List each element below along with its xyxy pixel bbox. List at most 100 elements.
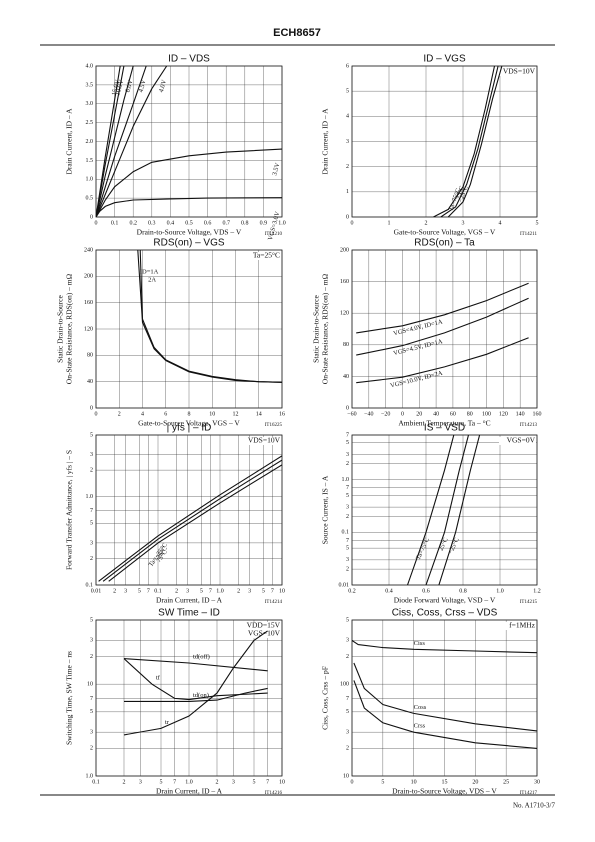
curve-label: 2A: [148, 276, 156, 283]
x-tick-label: 160: [533, 411, 542, 417]
x-tick-label: 2: [425, 220, 428, 226]
x-axis-label: Drain-to-Source Voltage, VDS – V: [137, 228, 242, 237]
y-tick-label: 5: [346, 709, 349, 715]
y-tick-label: 3.5: [86, 82, 94, 88]
x-tick-label: 1.0: [216, 588, 224, 594]
x-tick-label: 0.1: [92, 779, 100, 785]
x-tick-label: 0.1: [154, 588, 162, 594]
x-tick-label: 0: [401, 411, 404, 417]
y-tick-label: 80: [343, 342, 349, 348]
y-tick-label: 7: [346, 538, 349, 544]
x-tick-label: 20: [472, 779, 478, 785]
y-tick-label: 2: [346, 746, 349, 752]
y-tick-label: 3: [346, 139, 349, 145]
y-tick-label: 7: [346, 432, 349, 438]
curve: [425, 435, 470, 585]
x-tick-label: 0.1: [111, 220, 119, 226]
x-axis-label: Diode Forward Voltage, VSD – V: [394, 596, 496, 605]
curve: [353, 662, 537, 732]
x-tick-label: 3: [248, 588, 251, 594]
x-tick-label: 1.0: [496, 588, 504, 594]
x-tick-label: 5: [381, 779, 384, 785]
curve: [96, 66, 121, 217]
curve: [96, 148, 282, 217]
x-axis-label: Gate-to-Source Voltage, VGS – V: [138, 419, 240, 428]
x-tick-label: 10: [279, 588, 285, 594]
y-tick-label: 3: [346, 557, 349, 563]
condition: VGS=0V: [507, 436, 536, 445]
x-tick-label: 7: [271, 588, 274, 594]
y-tick-label: 1: [346, 189, 349, 195]
chart-title: | yfs | – ID: [167, 423, 212, 434]
x-tick-label: 1: [388, 220, 391, 226]
x-tick-label: 0.4: [167, 220, 175, 226]
x-tick-label: 8: [188, 411, 191, 417]
x-tick-label: 4: [141, 411, 144, 417]
curve: [438, 435, 481, 585]
curve-label: 10.0V: [114, 79, 125, 97]
y-tick-label: 2: [346, 654, 349, 660]
y-tick-label: 1.0: [86, 773, 94, 779]
curve-label: tr: [165, 719, 170, 726]
y-tick-label: 3.0: [86, 101, 94, 107]
x-tick-label: 1.2: [533, 588, 541, 594]
curve: [406, 435, 455, 585]
curve: [433, 66, 496, 217]
condition-box: [244, 252, 281, 260]
curve-label: 4.5V: [138, 79, 148, 93]
curve: [96, 66, 168, 217]
figure-code: IT14210: [265, 232, 283, 237]
x-tick-label: 7: [173, 779, 176, 785]
curve-label: Ciss: [414, 640, 426, 647]
x-tick-label: 5: [536, 220, 539, 226]
chart-title: Ciss, Coss, Crss – VDS: [392, 608, 498, 619]
x-tick-label: 0.6: [204, 220, 212, 226]
y-tick-label: 80: [87, 353, 93, 359]
curve: [98, 455, 282, 582]
y-tick-label: 120: [340, 311, 349, 317]
curve: [440, 66, 499, 217]
y-tick-label: 5: [346, 617, 349, 623]
y-tick-label: 7: [90, 508, 93, 514]
x-tick-label: 10: [209, 411, 215, 417]
y-tick-label: 5: [346, 89, 349, 95]
y-tick-label: 2: [346, 514, 349, 520]
y-axis-label: Static Drain-to-Source: [312, 294, 321, 362]
y-tick-label: 40: [87, 379, 93, 385]
curve: [96, 197, 282, 217]
x-tick-label: 3: [124, 588, 127, 594]
y-tick-label: 5: [90, 432, 93, 438]
figure-code: IT14217: [520, 791, 538, 796]
y-tick-label: 0.5: [86, 196, 94, 202]
x-tick-label: 6: [164, 411, 167, 417]
x-tick-label: 5: [138, 588, 141, 594]
x-tick-label: 0: [351, 779, 354, 785]
x-tick-label: 0.8: [241, 220, 249, 226]
condition-box: [499, 68, 536, 76]
y-tick-label: 0.1: [342, 530, 350, 536]
y-tick-label: 6: [346, 63, 349, 69]
y-tick-label: 3: [346, 504, 349, 510]
y-axis-label: Forward Transfer Admittance, | yfs | – S: [65, 450, 74, 570]
x-tick-label: 3: [232, 779, 235, 785]
x-tick-label: 120: [499, 411, 508, 417]
x-tick-label: 0.3: [148, 220, 156, 226]
x-tick-label: 14: [256, 411, 262, 417]
x-axis-label: Ambient Temperature, Ta – °C: [398, 419, 490, 428]
curve: [96, 66, 134, 217]
curve: [353, 680, 537, 749]
condition: Ta=25°C: [253, 251, 280, 260]
condition: f=1MHz: [509, 621, 536, 630]
x-tick-label: 0.01: [91, 588, 102, 594]
y-axis-label: On-State Resistance, RDS(on) – mΩ: [321, 273, 330, 384]
chart-title: ID – VGS: [423, 54, 466, 65]
plot-frame: [351, 434, 538, 586]
x-tick-label: 3: [462, 220, 465, 226]
y-tick-label: 160: [340, 279, 349, 285]
x-tick-label: 0.8: [459, 588, 467, 594]
curve-label: 15.0V: [111, 79, 122, 97]
x-tick-label: 0: [351, 220, 354, 226]
page-number: No. A1710-3/7: [513, 802, 556, 810]
y-tick-label: 0: [90, 214, 93, 220]
curve-label: td(on): [193, 692, 209, 699]
